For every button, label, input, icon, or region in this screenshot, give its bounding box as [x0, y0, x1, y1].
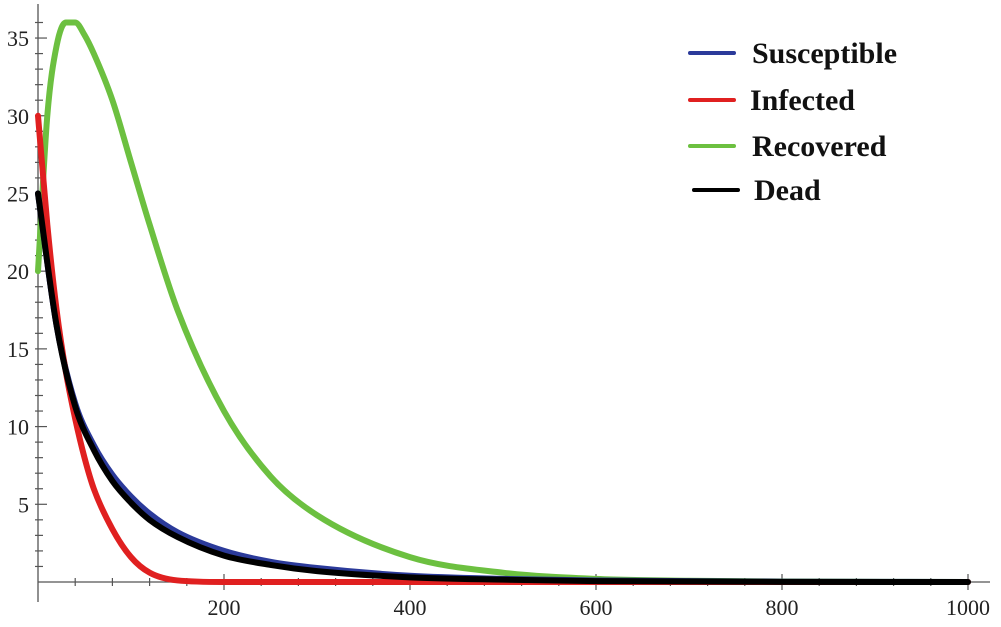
- x-tick-label: 800: [766, 595, 799, 620]
- y-tick-label: 15: [7, 337, 29, 362]
- x-tick-label: 600: [580, 595, 613, 620]
- legend: Susceptible Infected Recovered Dead: [688, 37, 897, 207]
- y-tick-label: 20: [7, 259, 29, 284]
- legend-label-dead: Dead: [754, 174, 821, 207]
- y-tick-label: 30: [7, 104, 29, 129]
- series-line-infected: [35, 112, 971, 586]
- y-tick-label: 25: [7, 181, 29, 206]
- y-tick-label: 35: [7, 26, 29, 51]
- series-line-susceptible: [35, 190, 971, 585]
- x-tick-label: 200: [208, 595, 241, 620]
- x-tick-label: 1000: [946, 595, 990, 620]
- series-layer: [35, 19, 971, 586]
- x-tick-label: 400: [394, 595, 427, 620]
- legend-label-infected: Infected: [750, 84, 855, 117]
- y-tick-label: 5: [18, 492, 29, 517]
- series-line-dead: [35, 190, 971, 585]
- legend-label-susceptible: Susceptible: [752, 37, 897, 70]
- y-tick-label: 10: [7, 415, 29, 440]
- legend-label-recovered: Recovered: [752, 130, 887, 163]
